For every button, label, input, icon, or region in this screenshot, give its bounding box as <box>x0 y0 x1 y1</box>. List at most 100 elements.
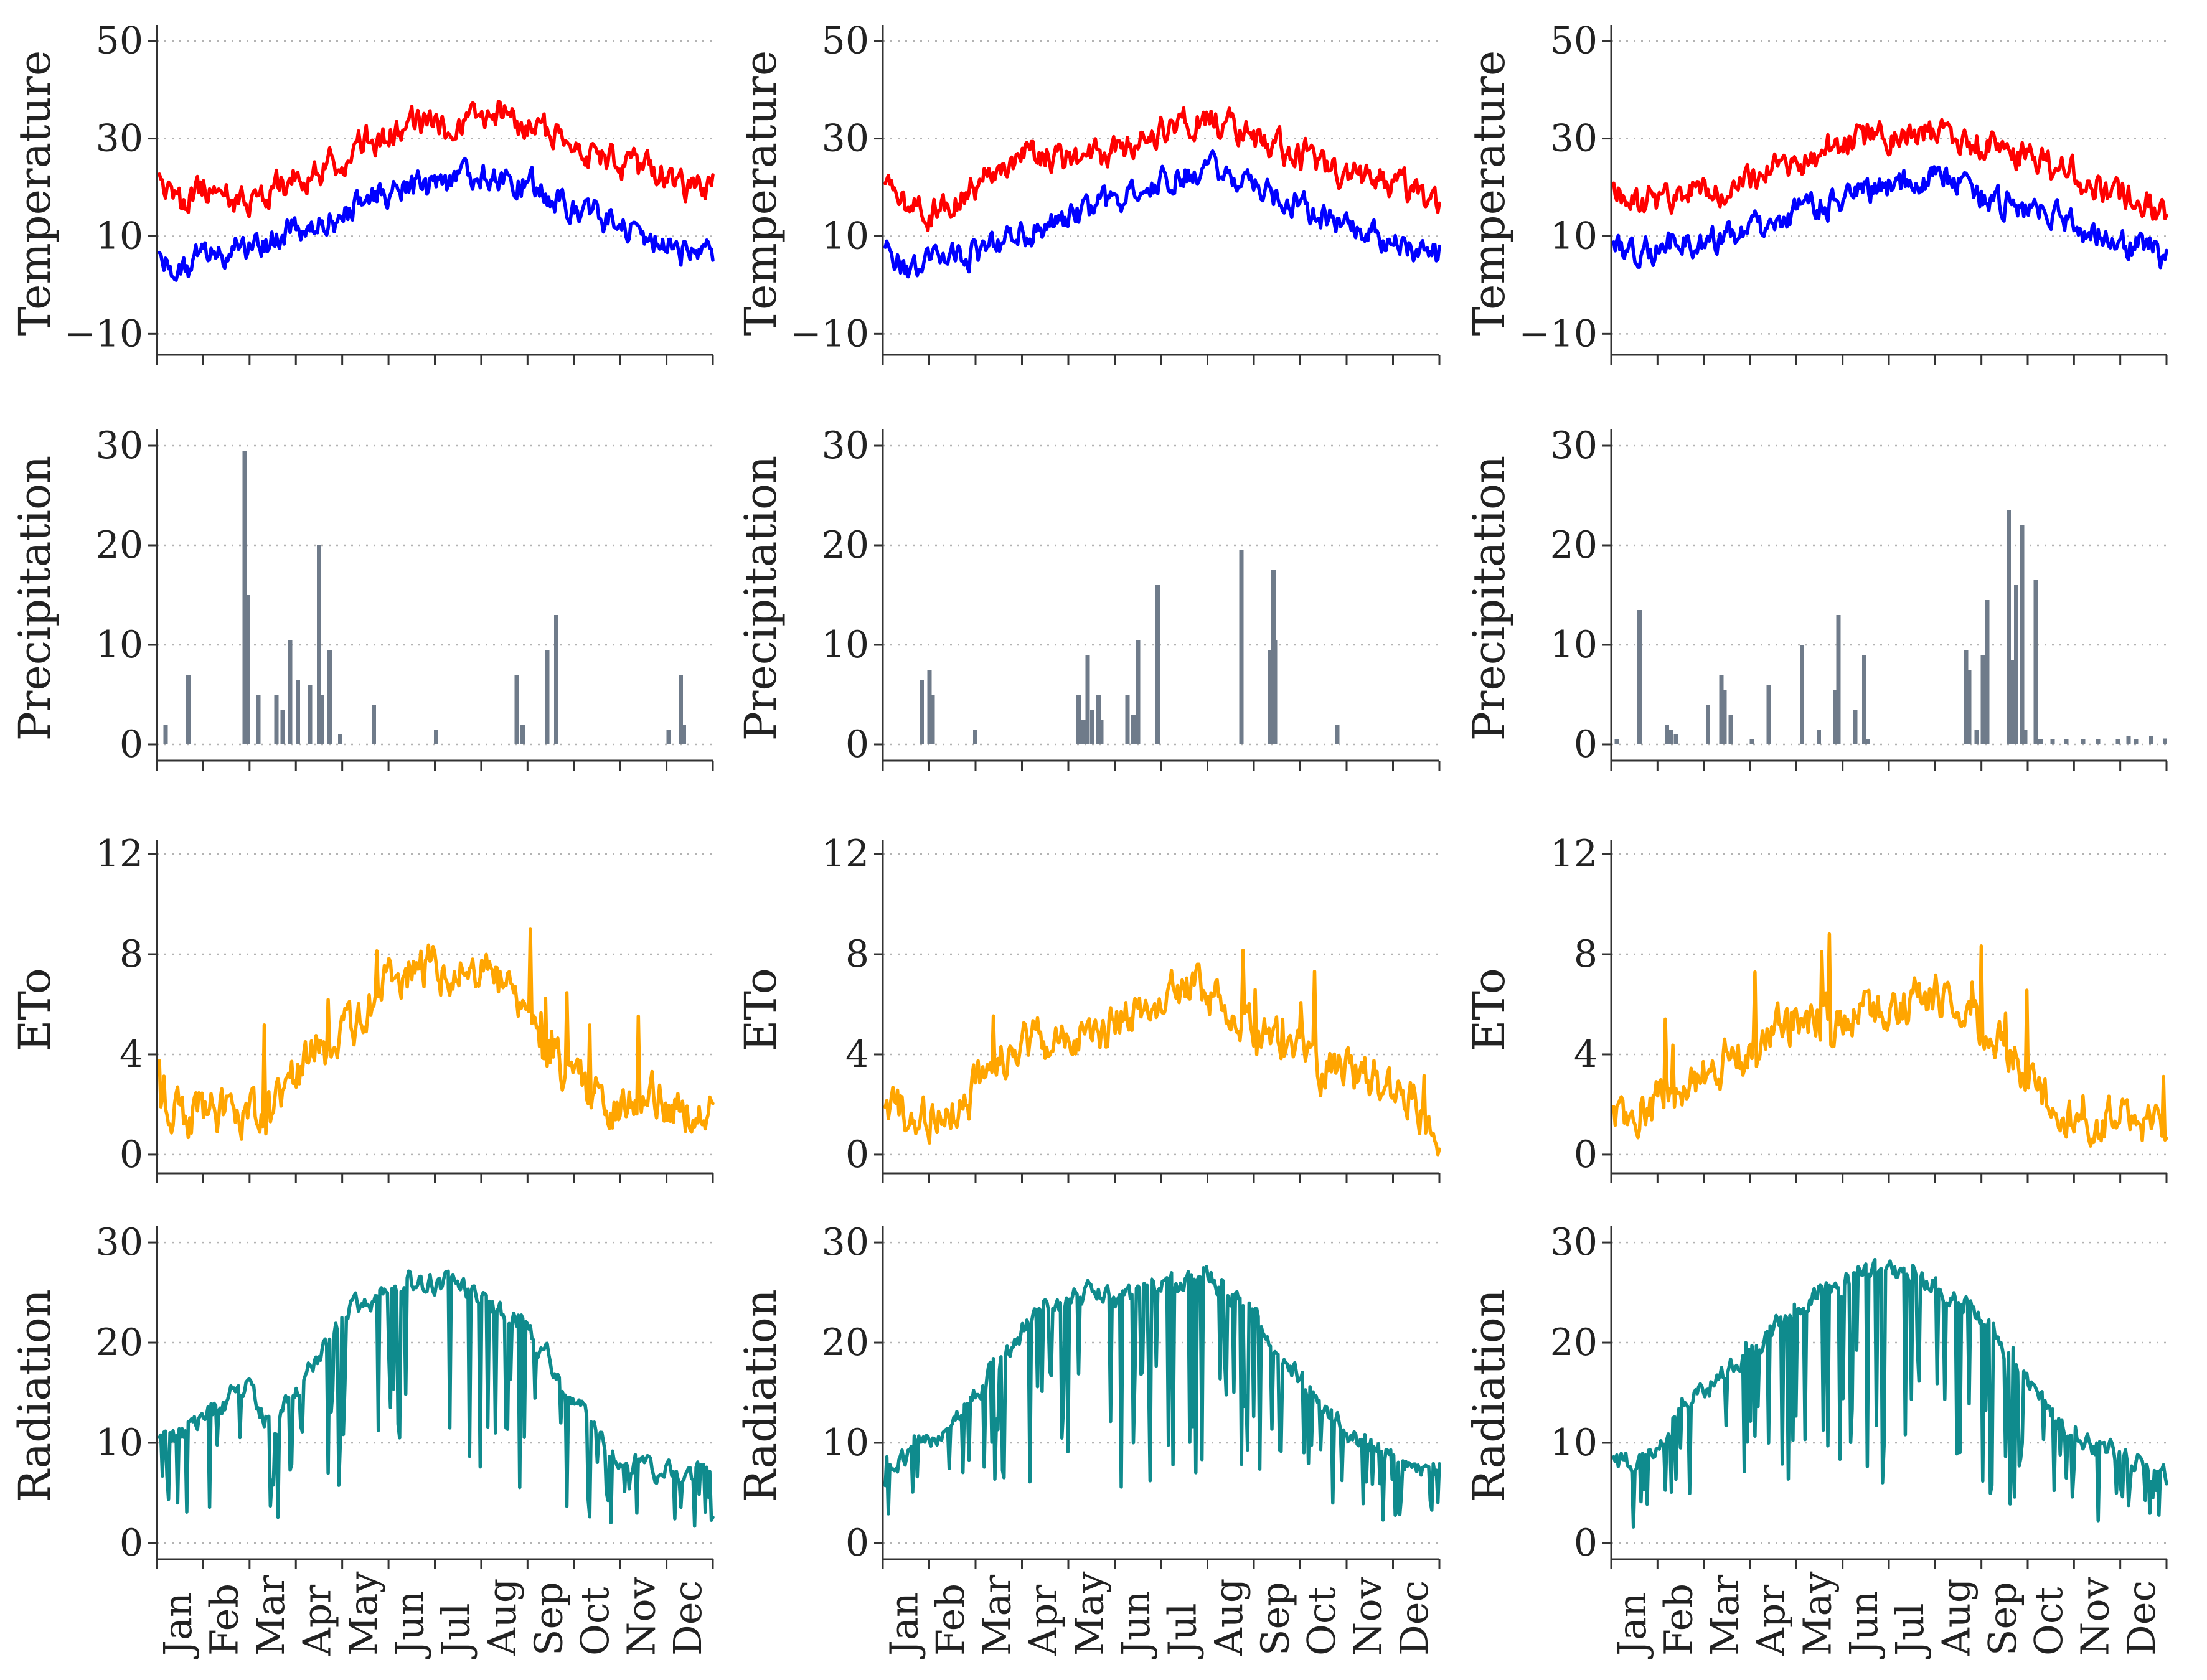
y-tick-label: 8 <box>1574 932 1598 976</box>
precipitation-bar <box>1273 640 1278 744</box>
panel-radiation-1: 0 10 20 30 Radiation Jan Feb Mar Apr May Jun Jul Aug… <box>9 1221 715 1659</box>
y-tick-label: 0 <box>1574 1521 1598 1565</box>
precipitation-bar <box>2163 738 2168 744</box>
precipitation-bar <box>1081 720 1086 744</box>
panel-eto-2: 0 4 8 12 ETo <box>735 832 1441 1183</box>
y-tick-label: 10 <box>822 214 869 258</box>
y-tick-label: 50 <box>96 19 143 63</box>
precipitation-bar <box>1749 739 1754 744</box>
precipitation-bar <box>679 675 684 744</box>
panel-eto-1: 0 4 8 12 ETo <box>9 832 715 1183</box>
month-label-apr: Apr <box>1020 1585 1066 1656</box>
panel-radiation-2: 0 10 20 30 Radiation Jan Feb Mar Apr May Jun Jul Aug… <box>735 1221 1441 1659</box>
precipitation-bar <box>2096 739 2101 744</box>
y-tick-label: 10 <box>96 214 143 258</box>
precipitation-bar <box>1836 615 1841 744</box>
y-tick-label: 10 <box>822 623 869 667</box>
precipitation-bar <box>2050 739 2055 744</box>
precipitation-bar <box>1816 730 1821 744</box>
precipitation-bar <box>2013 585 2018 744</box>
y-tick-label: 30 <box>96 1221 143 1264</box>
tmax-series-line <box>158 100 715 218</box>
y-tick-label: 50 <box>822 19 869 63</box>
month-label-jul: Jul <box>1887 1603 1932 1659</box>
precipitation-bar <box>1669 730 1674 744</box>
y-tick-label: 30 <box>822 1221 869 1264</box>
precipitation-bar <box>1728 715 1733 744</box>
y-tick-label: 0 <box>120 1521 143 1565</box>
y-tick-label: 8 <box>845 932 869 976</box>
precipitation-bar <box>2115 739 2120 744</box>
precipitation-bar <box>927 670 932 744</box>
y-tick-label: 50 <box>1550 19 1598 63</box>
y-axis-label: Radiation <box>735 1289 786 1503</box>
month-label-apr: Apr <box>294 1585 339 1656</box>
month-label-jun: Jun <box>1113 1590 1159 1659</box>
y-tick-label: 10 <box>1550 214 1598 258</box>
y-tick-label: −10 <box>64 312 143 355</box>
precipitation-bar <box>1664 725 1669 744</box>
y-tick-label: 4 <box>120 1033 143 1076</box>
precipitation-bar <box>553 615 558 744</box>
y-tick-label: 30 <box>1550 117 1598 161</box>
y-tick-label: −10 <box>790 312 869 355</box>
precipitation-bar <box>316 545 321 744</box>
y-tick-label: 20 <box>1550 1321 1598 1364</box>
precipitation-bar <box>288 640 293 744</box>
panel-radiation-3: 0 10 20 30 Radiation Jan Feb Mar Apr May Jun Jul Aug… <box>1464 1221 2168 1659</box>
month-label-apr: Apr <box>1748 1585 1794 1656</box>
precipitation-bar <box>1614 739 1619 744</box>
precipitation-bar <box>1964 650 1969 744</box>
y-tick-label: 20 <box>822 523 869 567</box>
precipitation-bar <box>520 725 525 744</box>
y-tick-label: 0 <box>1574 1133 1598 1176</box>
y-axis-label: Precipitation <box>1464 456 1515 741</box>
month-label-nov: Nov <box>2073 1577 2118 1656</box>
precipitation-bar <box>280 710 285 744</box>
tmax-series-line <box>883 106 1441 233</box>
month-label-jun: Jun <box>1841 1590 1886 1659</box>
precipitation-bar <box>295 680 300 744</box>
y-tick-label: 10 <box>822 1421 869 1465</box>
tmin-series-line <box>1612 165 2168 270</box>
precipitation-bar <box>514 675 519 744</box>
tmin-series-line <box>883 149 1441 279</box>
y-tick-label: 12 <box>822 832 869 876</box>
precipitation-bar <box>920 680 925 744</box>
precipitation-bar <box>2064 739 2069 744</box>
month-label-aug: Aug <box>479 1579 525 1656</box>
month-label-oct: Oct <box>2026 1587 2071 1656</box>
panel-precipitation-2: 0 10 20 30 Precipitation <box>735 424 1441 771</box>
y-tick-label: 30 <box>822 424 869 467</box>
tmin-series-line <box>158 156 715 282</box>
panel-precipitation-1: 0 10 20 30 Precipitation <box>9 424 714 771</box>
precipitation-bar <box>666 730 671 744</box>
precipitation-bar <box>2006 510 2011 744</box>
y-axis-label: ETo <box>1464 968 1515 1052</box>
y-tick-label: 30 <box>96 424 143 467</box>
y-tick-label: 10 <box>1550 1421 1598 1465</box>
month-label-may: May <box>1066 1572 1112 1656</box>
month-label-dec: Dec <box>1391 1580 1437 1656</box>
eto-series-line <box>158 927 715 1141</box>
precipitation-bar <box>338 734 343 744</box>
precipitation-bar <box>1865 739 1870 744</box>
precipitation-bar <box>242 451 247 744</box>
panel-precipitation-3: 0 10 20 30 Precipitation <box>1464 424 2168 771</box>
precipitation-bar <box>1637 610 1642 744</box>
precipitation-bar <box>930 695 935 744</box>
y-axis-label: Radiation <box>9 1289 60 1503</box>
precipitation-bar <box>308 685 313 744</box>
tmax-series-line <box>1612 118 2168 221</box>
precipitation-bar <box>972 730 977 744</box>
y-tick-label: −10 <box>1518 312 1598 355</box>
y-tick-label: 10 <box>96 623 143 667</box>
precipitation-bar <box>2149 736 2154 744</box>
precipitation-bar <box>1239 550 1244 744</box>
y-tick-label: 8 <box>120 932 143 976</box>
precipitation-bar <box>1090 710 1095 744</box>
precipitation-bar <box>1076 695 1081 744</box>
month-label-jul: Jul <box>433 1603 479 1659</box>
month-label-may: May <box>1795 1572 1840 1656</box>
